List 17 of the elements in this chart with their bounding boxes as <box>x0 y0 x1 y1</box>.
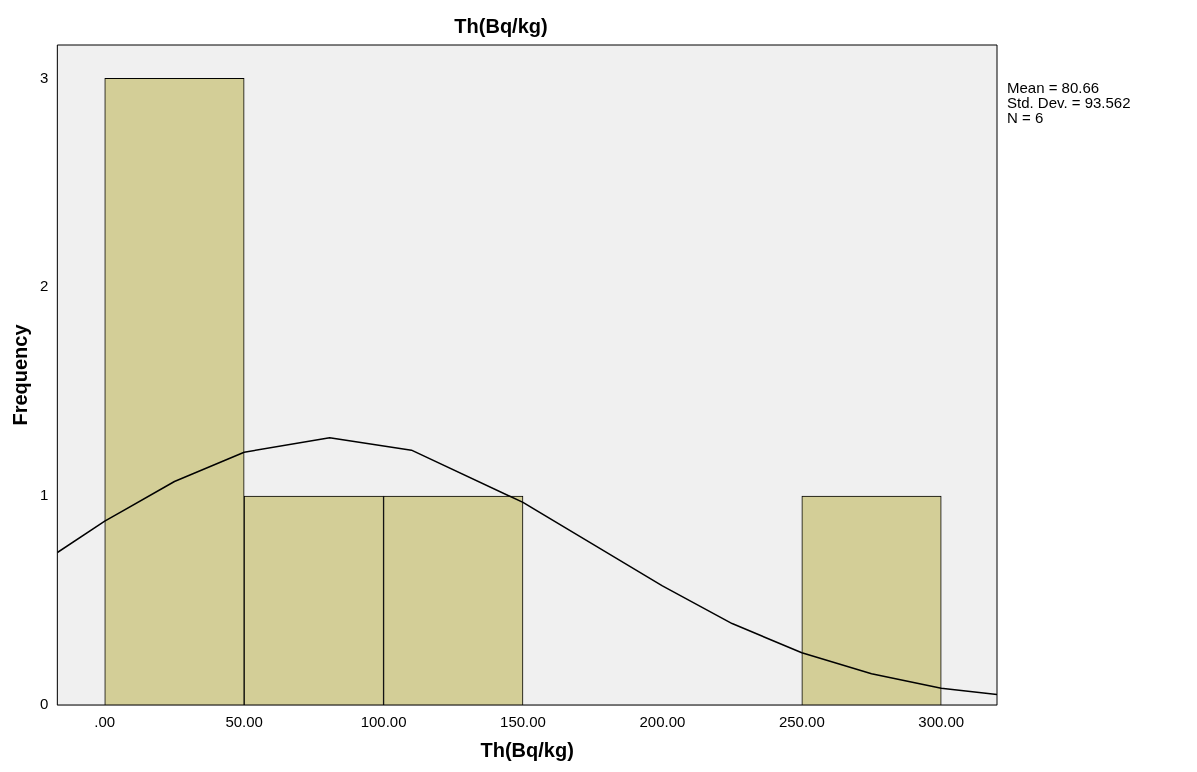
y-tick-label: 1 <box>40 486 49 504</box>
x-tick-label: 250.00 <box>778 713 825 731</box>
x-tick-label: 100.00 <box>360 713 407 731</box>
y-tick-label: 2 <box>40 277 49 295</box>
text: Std. Dev. = 93.562 <box>1007 93 1131 111</box>
y-tick-label: 3 <box>40 68 49 86</box>
x-tick-label: 150.00 <box>500 713 546 731</box>
y-axis-title: Frequency <box>8 323 31 426</box>
text: N = 6 <box>1007 108 1044 126</box>
x-tick-label: .00 <box>94 713 116 731</box>
x-tick-label: 200.00 <box>639 713 686 731</box>
x-tick-label: 50.00 <box>225 713 263 731</box>
text: Mean = 80.66 <box>1007 78 1100 96</box>
x-axis-title: Th(Bq/kg) <box>480 738 574 761</box>
chart-title: Th(Bq/kg) <box>454 14 548 37</box>
x-tick-label: 300.00 <box>918 713 965 731</box>
y-tick-label: 0 <box>40 695 49 713</box>
